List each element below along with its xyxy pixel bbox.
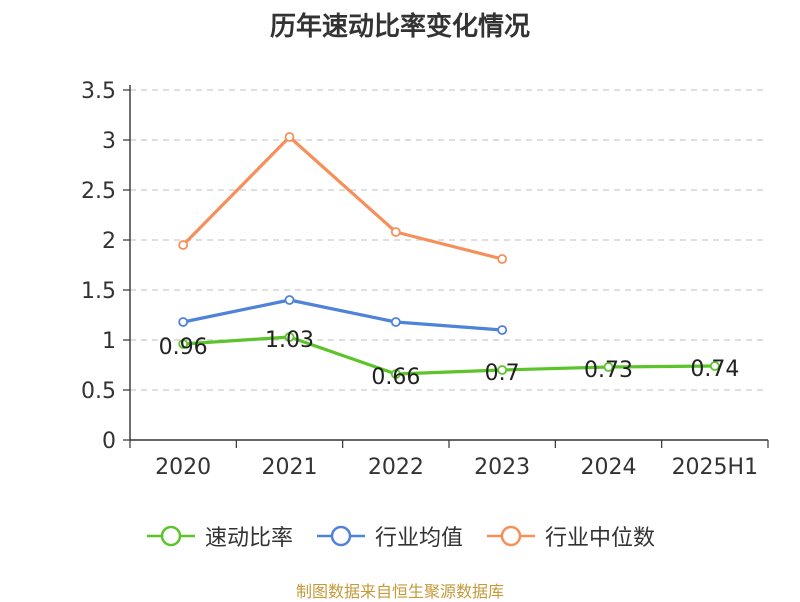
y-tick-label: 3.5 — [81, 79, 116, 104]
y-tick-label: 2 — [102, 229, 116, 254]
x-tick-label: 2021 — [262, 455, 318, 480]
legend-label: 行业中位数 — [545, 526, 656, 551]
y-tick-label: 0.5 — [81, 379, 116, 404]
data-point — [709, 361, 720, 371]
series-line — [183, 335, 715, 376]
x-tick-label: 2022 — [368, 455, 424, 480]
legend-item[interactable]: 行业均值 — [315, 520, 463, 552]
legend-label: 速动比率 — [204, 526, 293, 551]
data-label: 1.03 — [265, 328, 314, 353]
y-tick-label: 0 — [102, 429, 116, 454]
legend: 速动比率 行业均值 行业中位数 — [0, 520, 800, 552]
data-point — [284, 332, 295, 342]
series-lines — [178, 132, 720, 379]
data-point — [178, 339, 189, 349]
y-tick-label: 1.5 — [81, 279, 116, 304]
data-point — [497, 254, 508, 264]
x-tick-label: 2025H1 — [672, 455, 759, 480]
data-label: 0.73 — [584, 358, 633, 383]
y-tick-label: 3 — [102, 129, 116, 154]
legend-item[interactable]: 行业中位数 — [485, 520, 655, 552]
legend-label: 行业均值 — [374, 526, 463, 551]
legend-circle — [330, 525, 352, 547]
legend-circle — [500, 525, 522, 547]
chart-title: 历年速动比率变化情况 — [269, 12, 530, 42]
y-tick-label: 2.5 — [81, 179, 116, 204]
series-line — [182, 135, 503, 261]
y-tick-label: 1 — [102, 329, 116, 354]
data-point — [284, 295, 295, 305]
data-label: 0.7 — [485, 361, 520, 386]
legend-marker-icon — [487, 525, 535, 547]
x-tick-label: 2024 — [581, 455, 637, 480]
legend-marker-icon — [316, 525, 365, 547]
data-point — [178, 240, 189, 250]
data-point — [497, 325, 508, 335]
data-point — [603, 362, 614, 372]
axes: 0 0.5 1 1.5 2 2.5 3 3.5 2020 2021 2022 2023 2024 2025… — [81, 79, 769, 480]
legend-marker-icon — [146, 525, 195, 547]
grid-lines — [130, 89, 768, 391]
legend-item[interactable]: 速动比率 — [145, 520, 293, 552]
data-label: 0.74 — [690, 357, 739, 382]
data-point — [390, 227, 401, 237]
data-label: 0.96 — [159, 335, 208, 360]
data-label: 0.66 — [371, 365, 420, 390]
x-tick-label: 2023 — [474, 455, 530, 480]
series-line — [182, 298, 503, 332]
legend-circle — [160, 525, 182, 547]
data-point — [178, 317, 189, 327]
source-note: 制图数据来自恒生聚源数据库 — [295, 582, 504, 601]
data-point — [390, 369, 401, 379]
data-point — [497, 365, 508, 375]
data-point — [390, 317, 401, 327]
x-tick-label: 2020 — [155, 455, 211, 480]
data-labels: 0.96 1.03 0.66 0.7 0.73 0.74 — [159, 328, 740, 390]
data-point — [284, 132, 295, 142]
